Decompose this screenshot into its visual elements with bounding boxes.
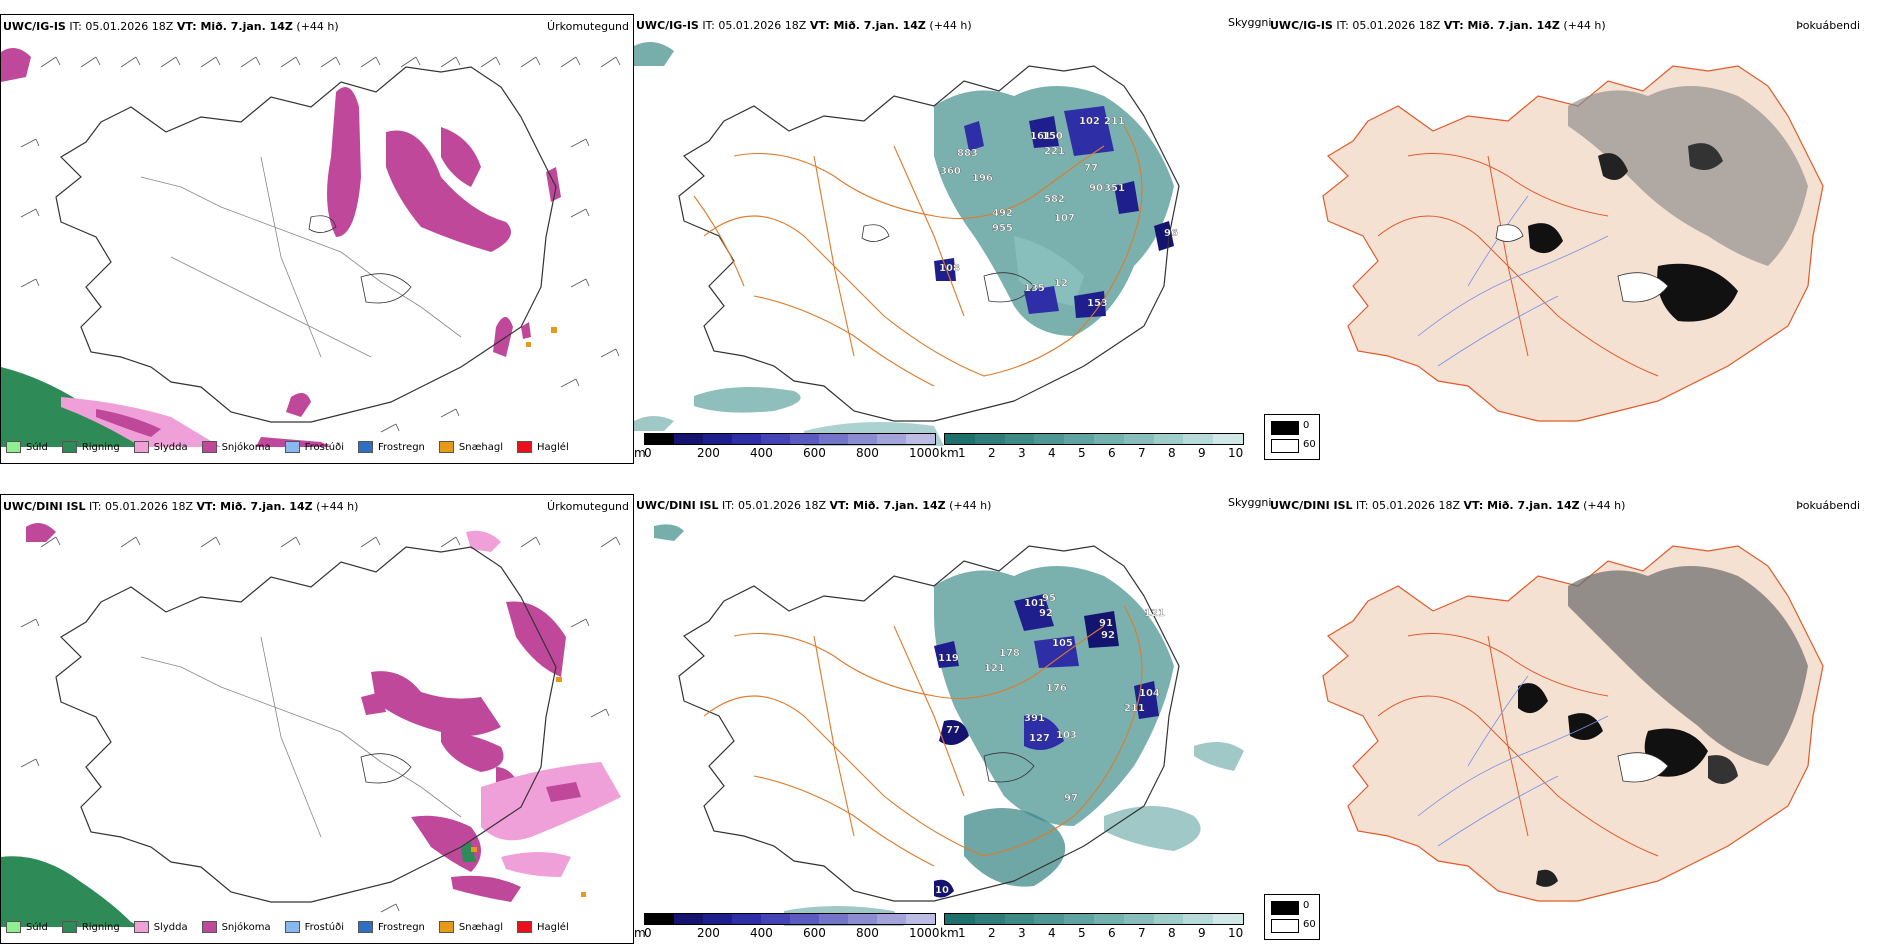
ceiling-label: 492 bbox=[992, 208, 1013, 219]
panel-title: UWC/DINI ISL IT: 05.01.2026 18Z VT: Mið.… bbox=[3, 500, 359, 513]
legend-item-snjokoma: Snjókoma bbox=[201, 921, 271, 933]
panel-title: UWC/DINI ISL IT: 05.01.2026 18Z VT: Mið.… bbox=[1270, 499, 1626, 512]
fog-map bbox=[1322, 65, 1824, 422]
panel-param-label: Þokuábendi bbox=[1796, 19, 1860, 32]
ceiling-label: 351 bbox=[1104, 183, 1125, 194]
visibility-colorbar bbox=[944, 913, 1244, 925]
precip-map bbox=[1, 523, 621, 927]
legend-item-snaehagl: Snæhagl bbox=[438, 441, 503, 453]
panel-top-fog: UWC/IG-IS IT: 05.01.2026 18Z VT: Mið. 7.… bbox=[1264, 14, 1900, 462]
precip-map bbox=[1, 37, 631, 447]
ceiling-label: 10 bbox=[935, 885, 949, 896]
panel-bottom-fog: UWC/DINI ISL IT: 05.01.2026 18Z VT: Mið.… bbox=[1264, 494, 1900, 942]
legend-item-frostregn: Frostregn bbox=[358, 441, 425, 453]
ceiling-label: 105 bbox=[1052, 638, 1073, 649]
ceiling-label: 96 bbox=[1164, 228, 1178, 239]
ceiling-label: 91 bbox=[1099, 618, 1113, 629]
ceiling-label: 176 bbox=[1046, 683, 1067, 694]
legend-item-sudd: Súld bbox=[6, 441, 48, 453]
fog-map bbox=[1322, 545, 1824, 902]
ceiling-labels: 95 101 92 91 92 105 119 121 178 176 391 … bbox=[935, 593, 1165, 896]
ceiling-label: 95 bbox=[1042, 593, 1056, 604]
ceiling-label: 127 bbox=[1029, 733, 1050, 744]
ceiling-label: 101 bbox=[1024, 598, 1045, 609]
legend-item-hagel: Haglél bbox=[517, 441, 569, 453]
ceiling-label: 12 bbox=[1054, 278, 1068, 289]
ceiling-label: 97 bbox=[1064, 793, 1078, 804]
ceiling-label: 102 bbox=[1079, 116, 1100, 127]
ceiling-colorbar-ticks: m 0 200 400 600 800 1000 bbox=[634, 926, 940, 940]
ceiling-label: 92 bbox=[1101, 630, 1115, 641]
ceiling-label: 119 bbox=[938, 653, 959, 664]
ceiling-label: 221 bbox=[1044, 146, 1065, 157]
panel-bottom-visibility: UWC/DINI ISL IT: 05.01.2026 18Z VT: Mið.… bbox=[634, 494, 1271, 942]
panel-title: UWC/IG-IS IT: 05.01.2026 18Z VT: Mið. 7.… bbox=[636, 19, 972, 32]
ceiling-colorbar bbox=[644, 433, 936, 445]
panel-title: UWC/IG-IS IT: 05.01.2026 18Z VT: Mið. 7.… bbox=[1270, 19, 1606, 32]
ceiling-label: 121 bbox=[984, 663, 1005, 674]
precip-legend: Súld Rigning Slydda Snjókoma Frostúði Fr… bbox=[6, 441, 583, 453]
ceiling-label: 121 bbox=[1144, 608, 1165, 619]
visibility-map: 883 196 360 492 955 161 150 102 221 211 … bbox=[634, 42, 1180, 446]
ceiling-colorbar-ticks: m 0 200 400 600 800 1000 bbox=[634, 446, 940, 460]
ceiling-label: 103 bbox=[1056, 730, 1077, 741]
legend-item-slydda: Slydda bbox=[133, 921, 188, 933]
fog-legend: 0 60 bbox=[1264, 414, 1320, 460]
legend-item-snaehagl: Snæhagl bbox=[438, 921, 503, 933]
legend-item-rigning: Rigning bbox=[61, 921, 120, 933]
ceiling-label: 92 bbox=[1039, 608, 1053, 619]
ceiling-label: 77 bbox=[1084, 163, 1098, 174]
ceiling-label: 883 bbox=[957, 148, 978, 159]
panel-param-label: Þokuábendi bbox=[1796, 499, 1860, 512]
legend-item-rigning: Rigning bbox=[61, 441, 120, 453]
panel-title: UWC/IG-IS IT: 05.01.2026 18Z VT: Mið. 7.… bbox=[3, 20, 339, 33]
panel-bottom-precip: UWC/DINI ISL IT: 05.01.2026 18Z VT: Mið.… bbox=[0, 494, 634, 944]
ceiling-label: 107 bbox=[1054, 213, 1075, 224]
visibility-colorbar-ticks: km 1 2 3 4 5 6 7 8 9 10 bbox=[940, 926, 1244, 940]
ceiling-labels: 883 196 360 492 955 161 150 102 221 211 … bbox=[939, 116, 1178, 309]
panel-param-label: Úrkomutegund bbox=[547, 20, 629, 33]
visibility-colorbar bbox=[944, 433, 1244, 445]
panel-param-label: Úrkomutegund bbox=[547, 500, 629, 513]
visibility-colorbar-ticks: km 1 2 3 4 5 6 7 8 9 10 bbox=[940, 446, 1244, 460]
ceiling-label: 360 bbox=[940, 166, 961, 177]
legend-item-frostregn: Frostregn bbox=[358, 921, 425, 933]
ceiling-label: 153 bbox=[1087, 298, 1108, 309]
legend-item-hagel: Haglél bbox=[517, 921, 569, 933]
legend-item-frostudi: Frostúði bbox=[284, 921, 344, 933]
precip-legend: Súld Rigning Slydda Snjókoma Frostúði Fr… bbox=[6, 921, 583, 933]
ceiling-label: 104 bbox=[1139, 688, 1160, 699]
ceiling-label: 391 bbox=[1024, 713, 1045, 724]
legend-item-slydda: Slydda bbox=[133, 441, 188, 453]
ceiling-label: 108 bbox=[939, 263, 960, 274]
ceiling-label: 90 bbox=[1089, 183, 1103, 194]
ceiling-colorbar bbox=[644, 913, 936, 925]
legend-item-frostudi: Frostúði bbox=[284, 441, 344, 453]
ceiling-label: 77 bbox=[946, 725, 960, 736]
panel-top-visibility: UWC/IG-IS IT: 05.01.2026 18Z VT: Mið. 7.… bbox=[634, 14, 1271, 462]
panel-top-precip: UWC/IG-IS IT: 05.01.2026 18Z VT: Mið. 7.… bbox=[0, 14, 634, 464]
ceiling-label: 211 bbox=[1104, 116, 1125, 127]
ceiling-label: 211 bbox=[1124, 703, 1145, 714]
ceiling-label: 955 bbox=[992, 223, 1013, 234]
ceiling-label: 150 bbox=[1042, 131, 1063, 142]
ceiling-label: 178 bbox=[999, 648, 1020, 659]
legend-item-snjokoma: Snjókoma bbox=[201, 441, 271, 453]
panel-param-label: Skyggni bbox=[1228, 16, 1272, 29]
ceiling-label: 161 bbox=[1030, 131, 1051, 142]
visibility-map: 95 101 92 91 92 105 119 121 178 176 391 … bbox=[654, 524, 1244, 926]
ceiling-label: 196 bbox=[972, 173, 993, 184]
panel-title: UWC/DINI ISL IT: 05.01.2026 18Z VT: Mið.… bbox=[636, 499, 992, 512]
ceiling-label: 135 bbox=[1024, 283, 1045, 294]
panel-param-label: Skyggni bbox=[1228, 496, 1272, 509]
ceiling-label: 582 bbox=[1044, 194, 1065, 205]
fog-legend: 0 60 bbox=[1264, 894, 1320, 940]
legend-item-sudd: Súld bbox=[6, 921, 48, 933]
